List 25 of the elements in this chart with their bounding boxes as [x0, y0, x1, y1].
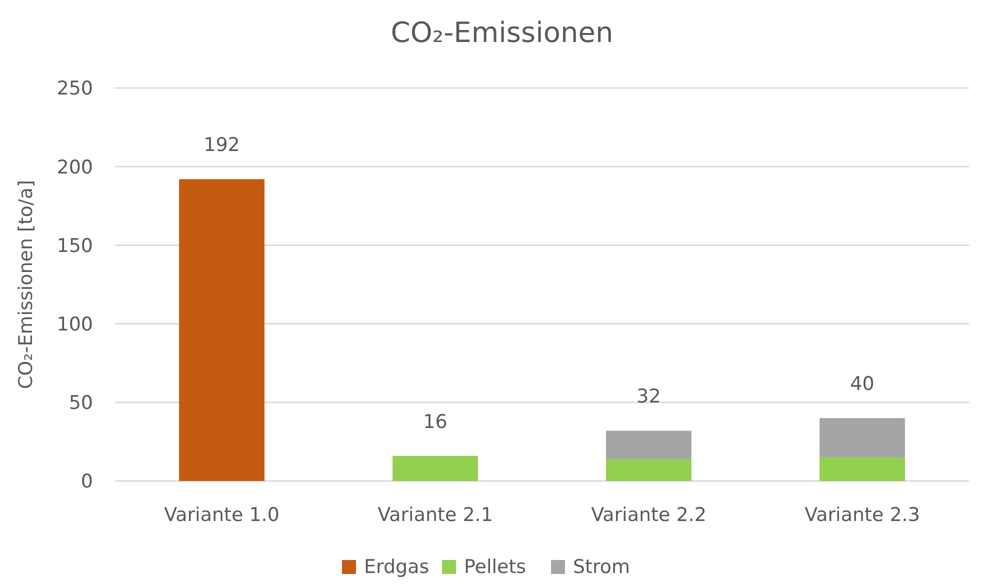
y-tick-label: 100 — [56, 313, 93, 336]
legend-label: Erdgas — [364, 556, 430, 578]
bar — [392, 456, 478, 481]
total-label: 40 — [850, 373, 874, 396]
total-label: 192 — [204, 134, 240, 156]
bar — [179, 179, 264, 481]
legend-label: Pellets — [464, 556, 526, 578]
x-tick-label: Variante 1.0 — [164, 504, 280, 526]
legend-label: Strom — [573, 556, 630, 578]
y-tick-label: 150 — [56, 234, 93, 257]
bar — [820, 457, 905, 481]
x-tick-label: Variante 2.2 — [591, 504, 706, 526]
total-label: 32 — [636, 386, 661, 408]
y-axis-title: CO₂-Emissionen [to/a] — [15, 180, 37, 389]
y-tick-label: 50 — [68, 392, 93, 414]
bar — [606, 430, 692, 459]
y-tick-label: 0 — [80, 470, 93, 493]
y-tick-label: 250 — [56, 78, 93, 100]
x-tick-label: Variante 2.1 — [378, 504, 493, 526]
chart-title: CO₂-Emissionen — [390, 16, 614, 49]
y-tick-label: 200 — [56, 156, 93, 178]
bar — [820, 418, 905, 458]
x-tick-label: Variante 2.3 — [804, 504, 920, 526]
total-label: 16 — [423, 410, 448, 433]
bar — [606, 458, 692, 481]
